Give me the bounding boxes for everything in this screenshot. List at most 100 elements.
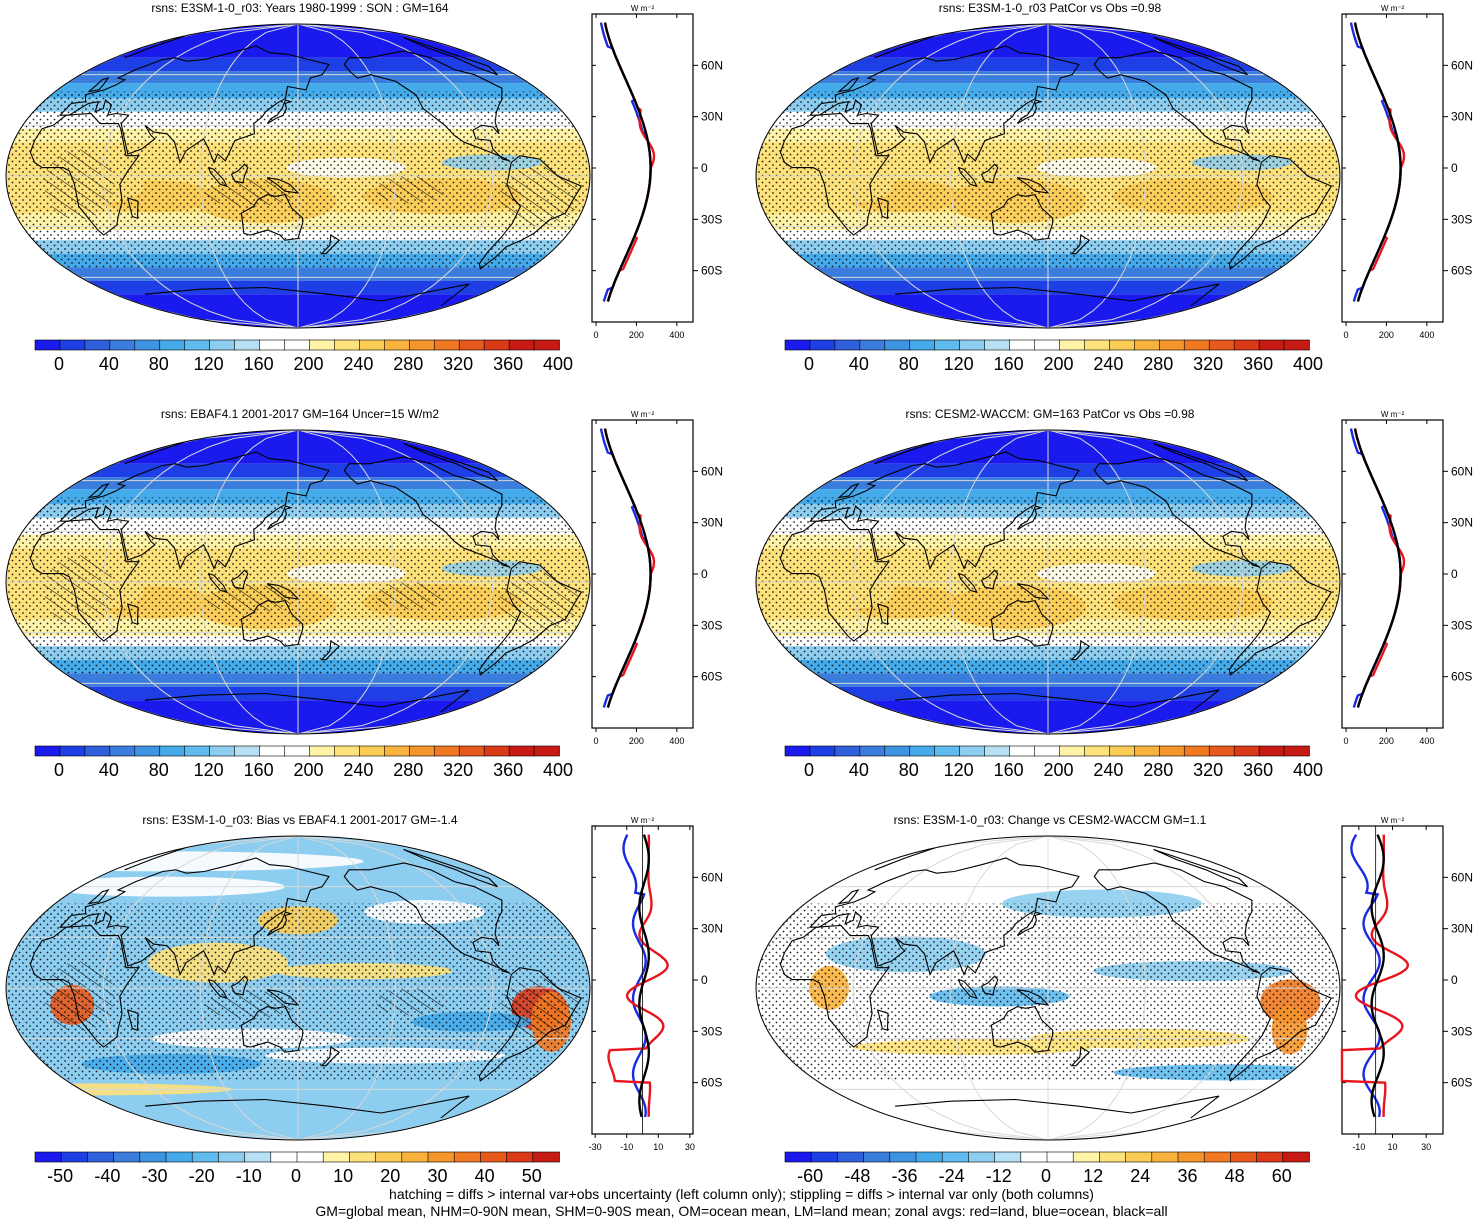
zonal-unit-label: W m⁻²	[1381, 410, 1405, 419]
zonal-average-plot: W m⁻² 60N 30N 0 30S 60S 0 200 400	[1341, 410, 1473, 746]
colorbar-tick-label: 0	[53, 760, 65, 780]
world-map	[755, 23, 1341, 329]
lat-tick-label: 60S	[1451, 264, 1472, 278]
zonal-tick-label: 200	[629, 736, 644, 746]
colorbar-tick-label: 400	[542, 760, 574, 780]
colorbar-tick-label: -60	[797, 1166, 824, 1186]
colorbar-tick-label: 60	[1271, 1166, 1292, 1186]
colorbar-tick-label: 160	[243, 760, 274, 780]
zonal-average-plot: W m⁻² 60N 30N 0 30S 60S 0 200 400	[1341, 4, 1473, 340]
panel-1: rsns: E3SM-1-0_r03: Years 1980-1999 : SO…	[0, 0, 740, 406]
zonal-tick-label: 200	[1379, 736, 1394, 746]
zonal-unit-label: W m⁻²	[1381, 816, 1405, 825]
colorbar-tick-label: 240	[1093, 760, 1124, 780]
colorbar-tick-label: 320	[443, 354, 474, 374]
colorbar-tick-label: 160	[243, 354, 274, 374]
panel-5: rsns: E3SM-1-0_r03: Bias vs EBAF4.1 2001…	[0, 812, 740, 1218]
zonal-tick-label: 400	[1419, 736, 1434, 746]
world-map	[5, 429, 591, 735]
colorbar-tick-label: 160	[993, 354, 1024, 374]
zonal-unit-label: W m⁻²	[631, 816, 655, 825]
colorbar-tick-label: 200	[293, 760, 324, 780]
caption-line-2: GM=global mean, NHM=0-90N mean, SHM=0-90…	[315, 1203, 1168, 1219]
colorbar-tick-label: 120	[943, 354, 974, 374]
colorbar-tick-label: 360	[1243, 354, 1274, 374]
lat-tick-label: 30N	[1451, 110, 1473, 124]
colorbar-tick-label: 200	[1043, 354, 1074, 374]
zonal-tick-label: 0	[1344, 736, 1349, 746]
lat-tick-label: 0	[701, 973, 708, 987]
colorbar	[784, 745, 1310, 757]
lat-tick-label: 60N	[701, 870, 723, 884]
colorbar-tick-label: 40	[848, 760, 869, 780]
colorbar-tick-label: 0	[803, 760, 815, 780]
zonal-tick-label: 30	[1421, 1142, 1431, 1152]
lat-tick-label: 0	[701, 567, 708, 581]
zonal-average-plot: W m⁻² 60N 30N 0 30S 60S -10 10 30	[1340, 816, 1473, 1152]
colorbar	[34, 1151, 560, 1163]
panel-2: rsns: E3SM-1-0_r03 PatCor vs Obs =0.98 0…	[750, 0, 1483, 406]
lat-tick-label: 30N	[701, 110, 723, 124]
zonal-tick-label: 10	[653, 1142, 663, 1152]
colorbar-tick-label: 160	[993, 760, 1024, 780]
colorbar-tick-label: 120	[193, 760, 224, 780]
zonal-series-line	[622, 834, 647, 1118]
lat-tick-label: 30S	[701, 1024, 722, 1038]
zonal-series-line	[1353, 428, 1402, 708]
colorbar-tick-label: 80	[898, 760, 919, 780]
world-map	[5, 23, 591, 329]
zonal-series-line	[1340, 834, 1410, 1117]
panel-title: rsns: E3SM-1-0_r03: Bias vs EBAF4.1 2001…	[142, 813, 458, 827]
colorbar-tick-label: 80	[898, 354, 919, 374]
zonal-tick-label: 10	[1387, 1142, 1397, 1152]
colorbar-tick-label: 240	[343, 760, 374, 780]
zonal-tick-label: 200	[629, 330, 644, 340]
lat-tick-label: 60S	[1451, 670, 1472, 684]
colorbar-tick-label: 280	[1143, 760, 1174, 780]
zonal-tick-label: 0	[1344, 330, 1349, 340]
lat-tick-label: 30S	[701, 618, 722, 632]
colorbar-tick-label: 12	[1083, 1166, 1104, 1186]
colorbar-tick-label: 50	[521, 1166, 542, 1186]
lat-tick-label: 60N	[701, 58, 723, 72]
lat-tick-label: 60N	[701, 464, 723, 478]
lat-tick-label: 0	[1451, 973, 1458, 987]
zonal-unit-label: W m⁻²	[631, 4, 655, 13]
colorbar-tick-label: 40	[98, 760, 119, 780]
colorbar-tick-label: -12	[985, 1166, 1012, 1186]
colorbar-tick-label: 400	[1292, 760, 1324, 780]
zonal-unit-label: W m⁻²	[631, 410, 655, 419]
colorbar-tick-label: 360	[1243, 760, 1274, 780]
colorbar-labels: -50 -40 -30 -20 -10 0 10 20 30 40 50	[34, 1166, 558, 1192]
zonal-series-line	[1350, 833, 1381, 1118]
zonal-tick-label: 0	[594, 330, 599, 340]
colorbar-labels: -60 -48 -36 -24 -12 0 12 24 36 48 60	[784, 1166, 1308, 1192]
colorbar-tick-label: 20	[380, 1166, 401, 1186]
zonal-average-plot: W m⁻² 60N 30N 0 30S 60S 0 200 400	[591, 4, 723, 340]
lat-tick-label: 30S	[701, 212, 722, 226]
lat-tick-label: 0	[1451, 161, 1458, 175]
world-map	[755, 429, 1341, 735]
colorbar-tick-label: 200	[293, 354, 324, 374]
colorbar-tick-label: 10	[333, 1166, 354, 1186]
colorbar-tick-label: 36	[1177, 1166, 1198, 1186]
colorbar-labels: 0 40 80 120 160 200 240 280 320 360 400	[784, 760, 1323, 786]
lat-tick-label: 60N	[1451, 870, 1473, 884]
colorbar-tick-label: 400	[1292, 354, 1324, 374]
zonal-series-line	[603, 22, 652, 302]
zonal-tick-label: 30	[685, 1142, 695, 1152]
panel-3: rsns: EBAF4.1 2001-2017 GM=164 Uncer=15 …	[0, 406, 740, 812]
zonal-unit-label: W m⁻²	[1381, 4, 1405, 13]
colorbar-tick-label: 80	[148, 354, 169, 374]
lat-tick-label: 60N	[1451, 58, 1473, 72]
figure-caption: hatching = diffs > internal var+obs unce…	[0, 1186, 1483, 1220]
colorbar	[784, 1151, 1310, 1163]
zonal-tick-label: -10	[1352, 1142, 1365, 1152]
lat-tick-label: 30N	[701, 516, 723, 530]
colorbar-tick-label: 360	[493, 760, 524, 780]
colorbar-tick-label: 24	[1130, 1166, 1151, 1186]
zonal-series-line	[1353, 22, 1402, 302]
colorbar-tick-label: 120	[193, 354, 224, 374]
panel-title: rsns: EBAF4.1 2001-2017 GM=164 Uncer=15 …	[160, 407, 440, 421]
colorbar-tick-label: 48	[1224, 1166, 1245, 1186]
